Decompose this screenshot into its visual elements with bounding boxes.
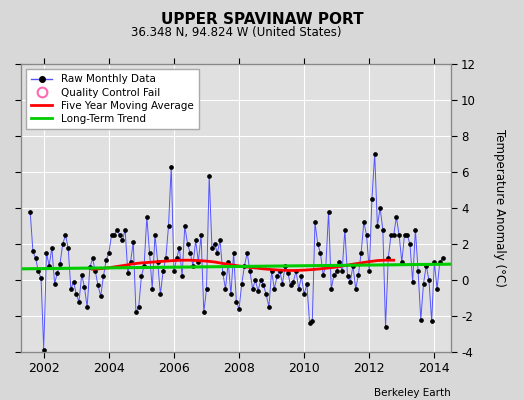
Y-axis label: Temperature Anomaly (°C): Temperature Anomaly (°C): [493, 129, 506, 287]
Text: UPPER SPAVINAW PORT: UPPER SPAVINAW PORT: [161, 12, 363, 27]
Title: 36.348 N, 94.824 W (United States): 36.348 N, 94.824 W (United States): [130, 26, 341, 39]
Text: Berkeley Earth: Berkeley Earth: [374, 388, 451, 398]
Legend: Raw Monthly Data, Quality Control Fail, Five Year Moving Average, Long-Term Tren: Raw Monthly Data, Quality Control Fail, …: [26, 69, 199, 129]
